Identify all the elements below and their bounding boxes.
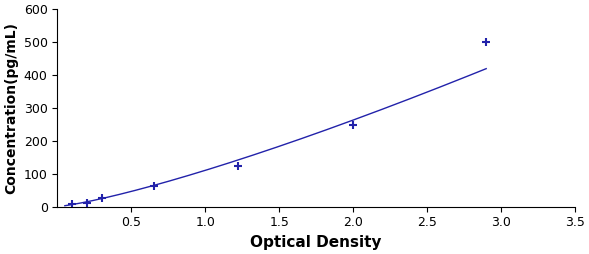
X-axis label: Optical Density: Optical Density <box>250 235 382 250</box>
Y-axis label: Concentration(pg/mL): Concentration(pg/mL) <box>4 22 18 194</box>
